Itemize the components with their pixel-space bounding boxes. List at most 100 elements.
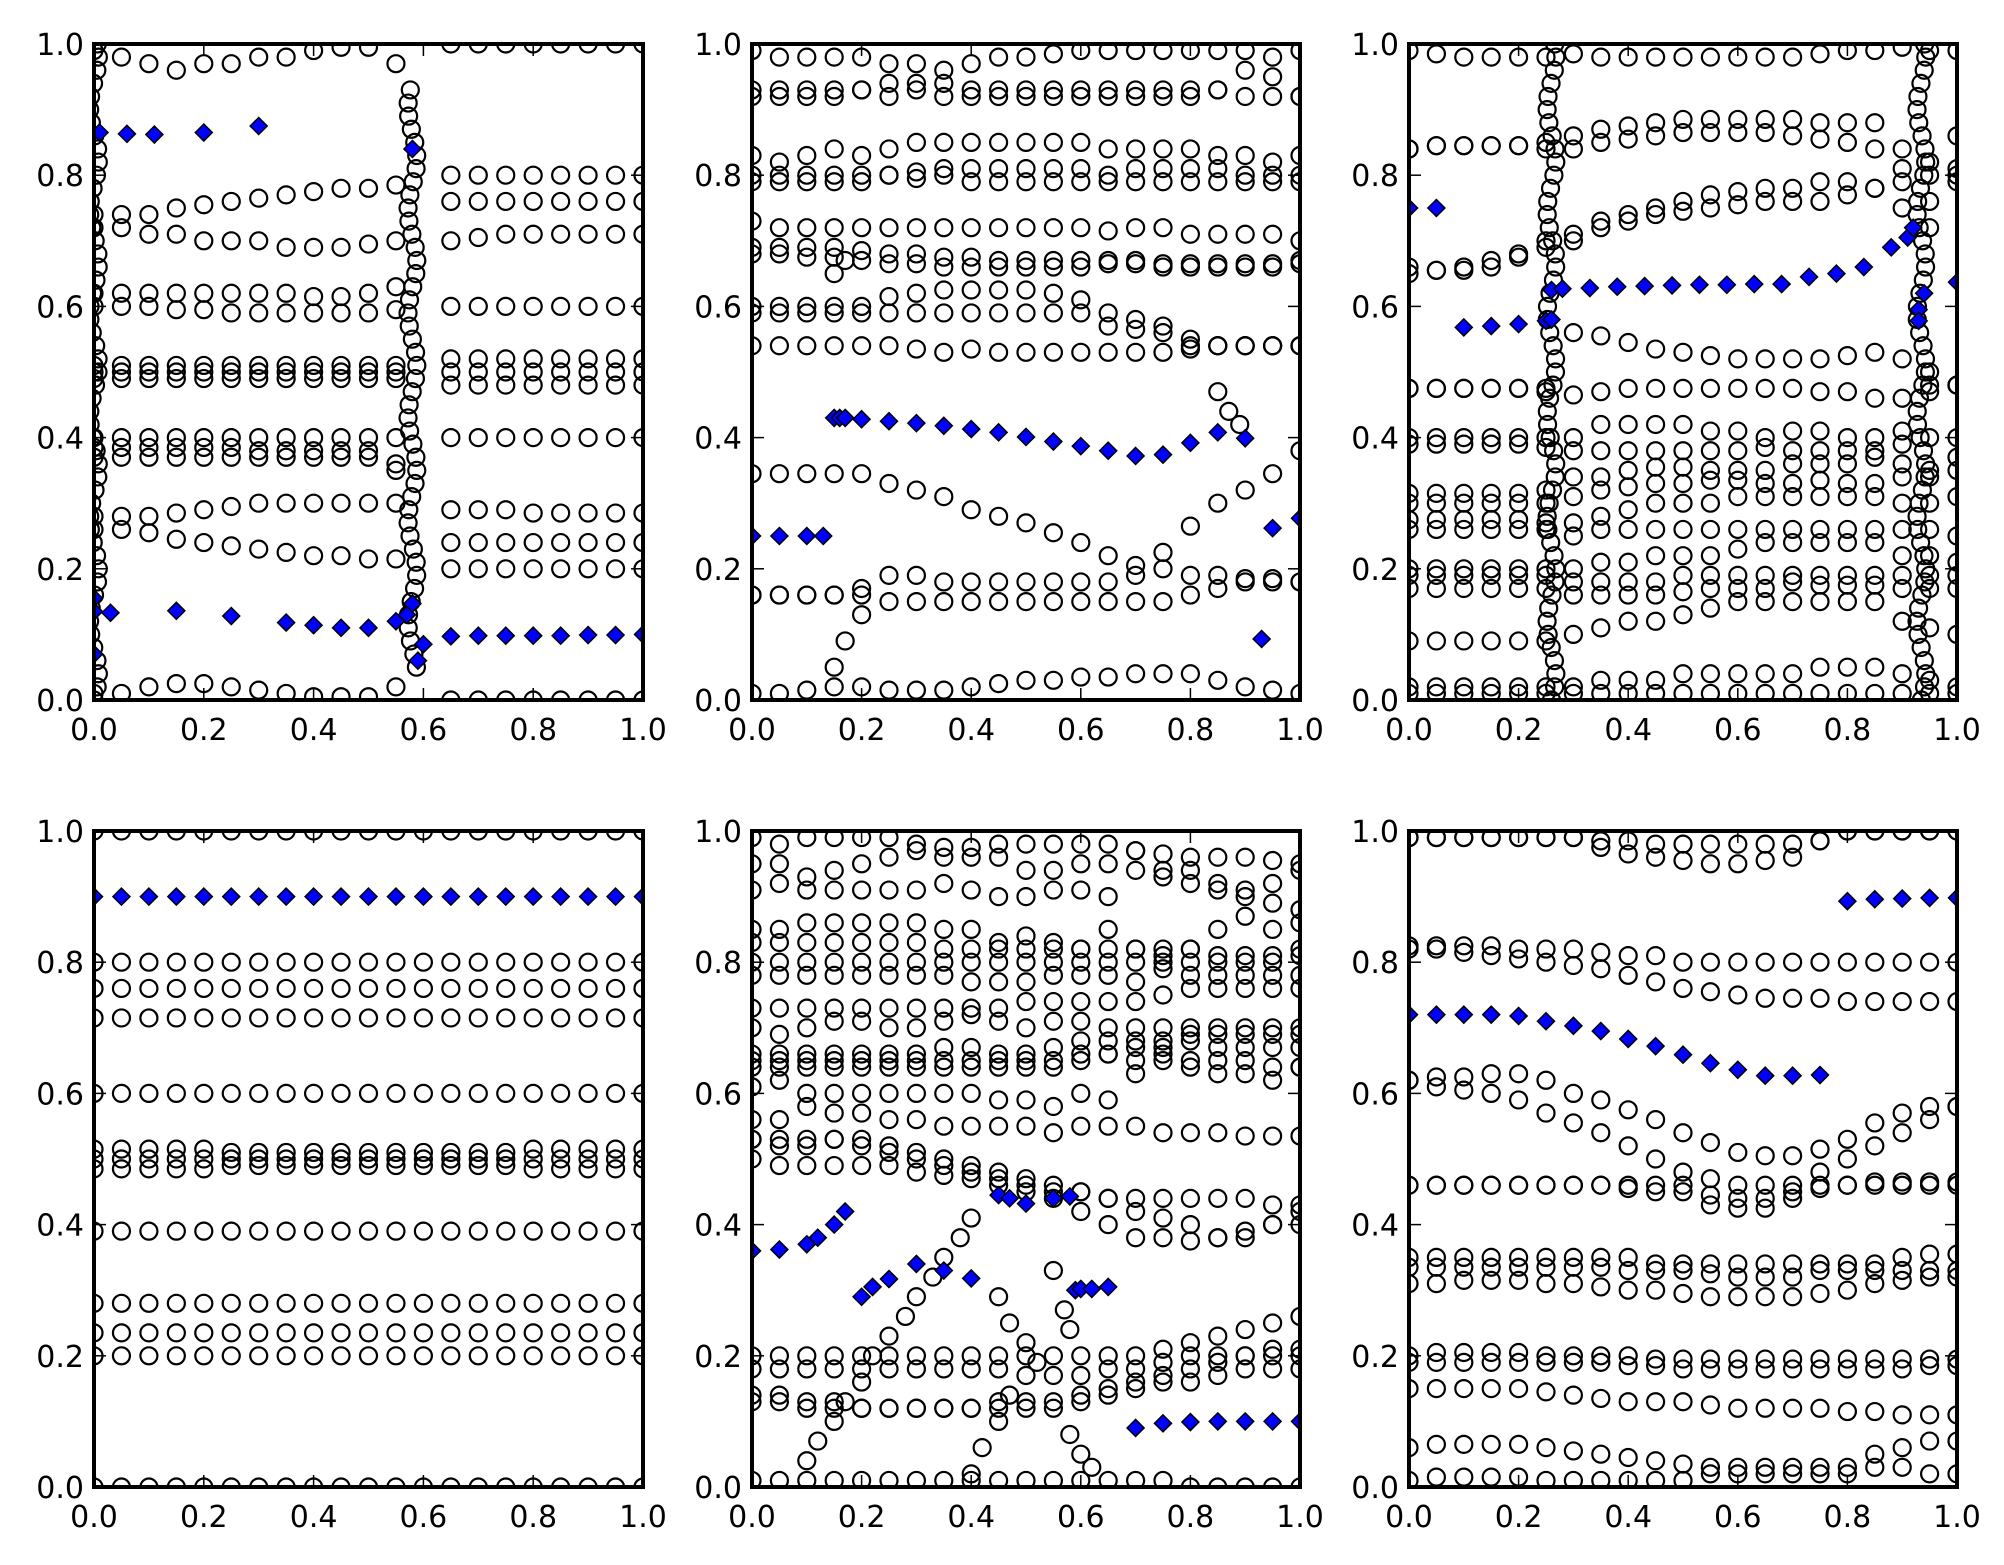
- circle-point: [605, 296, 626, 316]
- circle-point: [797, 296, 817, 316]
- circle-point: [249, 1323, 269, 1343]
- circle-point: [331, 952, 351, 972]
- diamond-point: [1426, 1005, 1446, 1025]
- circle-point: [1755, 952, 1775, 972]
- circle-point: [1673, 1260, 1693, 1281]
- circle-point: [1537, 401, 1557, 421]
- circle-point: [166, 1346, 186, 1366]
- circle-point: [551, 296, 571, 316]
- circle-point: [1098, 1044, 1118, 1064]
- diamond-point: [1016, 427, 1036, 447]
- circle-point: [851, 250, 872, 271]
- circle-point: [139, 506, 159, 526]
- circle-point: [769, 998, 790, 1018]
- circle-point: [961, 86, 981, 107]
- circle-point: [961, 1346, 981, 1366]
- circle-point: [194, 447, 214, 467]
- circle-point: [1920, 683, 1940, 700]
- circle-point: [1426, 565, 1447, 585]
- circle-point: [961, 1057, 981, 1077]
- circle-point: [276, 542, 296, 563]
- circle-point: [1016, 257, 1036, 277]
- circle-point: [1892, 1359, 1912, 1379]
- circle-point: [111, 355, 132, 376]
- circle-point: [1919, 191, 1940, 212]
- circle-point: [1728, 441, 1748, 461]
- circle-point: [1016, 132, 1036, 152]
- circle-point: [194, 1293, 214, 1313]
- circle-point: [1837, 382, 1858, 402]
- circle-point: [276, 493, 296, 513]
- circle-point: [1563, 139, 1584, 159]
- circle-point: [961, 1470, 981, 1487]
- circle-point: [1016, 1050, 1036, 1071]
- diamond-point: [934, 416, 954, 436]
- axes-frame: [1407, 42, 1959, 702]
- circle-point: [1591, 1175, 1611, 1195]
- circle-point: [934, 1083, 954, 1104]
- circle-point: [906, 680, 927, 700]
- circle-point: [797, 1136, 817, 1156]
- circle-point: [1673, 109, 1693, 130]
- circle-point: [1700, 460, 1721, 480]
- circle-point: [1618, 1280, 1638, 1300]
- circle-point: [551, 690, 571, 700]
- circle-point: [1153, 44, 1173, 61]
- circle-point: [1919, 519, 1940, 540]
- diamond-point: [934, 1260, 954, 1281]
- circle-point: [221, 1155, 241, 1176]
- circle-point: [988, 159, 1009, 179]
- circle-point: [523, 1149, 543, 1169]
- circle-point: [1782, 1464, 1803, 1484]
- diamond-point: [1126, 446, 1146, 466]
- circle-point: [1098, 591, 1118, 612]
- circle-point: [1508, 1352, 1529, 1372]
- circle-point: [1235, 480, 1255, 500]
- circle-point: [94, 1008, 104, 1028]
- circle-point: [1618, 378, 1638, 398]
- circle-point: [1728, 1198, 1748, 1218]
- circle-point: [1153, 1037, 1173, 1058]
- circle-point: [1235, 1228, 1255, 1248]
- circle-point: [1947, 1260, 1957, 1281]
- circle-point: [1153, 1339, 1173, 1359]
- circle-point: [1919, 1464, 1940, 1484]
- circle-point: [399, 290, 420, 310]
- circle-point: [304, 1221, 324, 1241]
- circle-point: [1810, 1398, 1830, 1418]
- circle-point: [1071, 1201, 1091, 1222]
- circle-point: [1153, 1470, 1173, 1487]
- circle-point: [1700, 519, 1721, 540]
- circle-point: [851, 998, 872, 1018]
- circle-point: [879, 165, 899, 185]
- circle-point: [276, 355, 296, 376]
- circle-point: [851, 165, 872, 185]
- circle-point: [468, 1008, 488, 1028]
- circle-point: [1563, 487, 1584, 507]
- circle-point: [1098, 1188, 1118, 1208]
- circle-point: [1125, 1031, 1146, 1051]
- circle-point: [934, 1037, 954, 1058]
- circle-point: [1837, 1280, 1858, 1300]
- circle-point: [769, 1136, 790, 1156]
- circle-point: [1016, 1333, 1036, 1353]
- circle-point: [398, 198, 418, 218]
- circle-point: [221, 1323, 241, 1343]
- circle-point: [94, 139, 108, 159]
- circle-point: [1098, 991, 1118, 1012]
- circle-point: [1563, 1257, 1584, 1277]
- circle-point: [441, 500, 461, 520]
- diamond-point: [468, 887, 488, 907]
- circle-point: [1546, 559, 1566, 579]
- circle-point: [1728, 470, 1748, 490]
- circle-point: [1016, 1470, 1036, 1487]
- circle-point: [578, 1159, 598, 1179]
- circle-point: [221, 191, 241, 212]
- circle-point: [358, 493, 379, 513]
- circle-point: [1262, 1339, 1283, 1359]
- circle-point: [276, 368, 296, 389]
- circle-point: [1125, 860, 1146, 880]
- y-tick-label: 0.2: [694, 553, 742, 588]
- x-tick-label: 0.6: [400, 1500, 448, 1535]
- circle-point: [166, 1221, 186, 1241]
